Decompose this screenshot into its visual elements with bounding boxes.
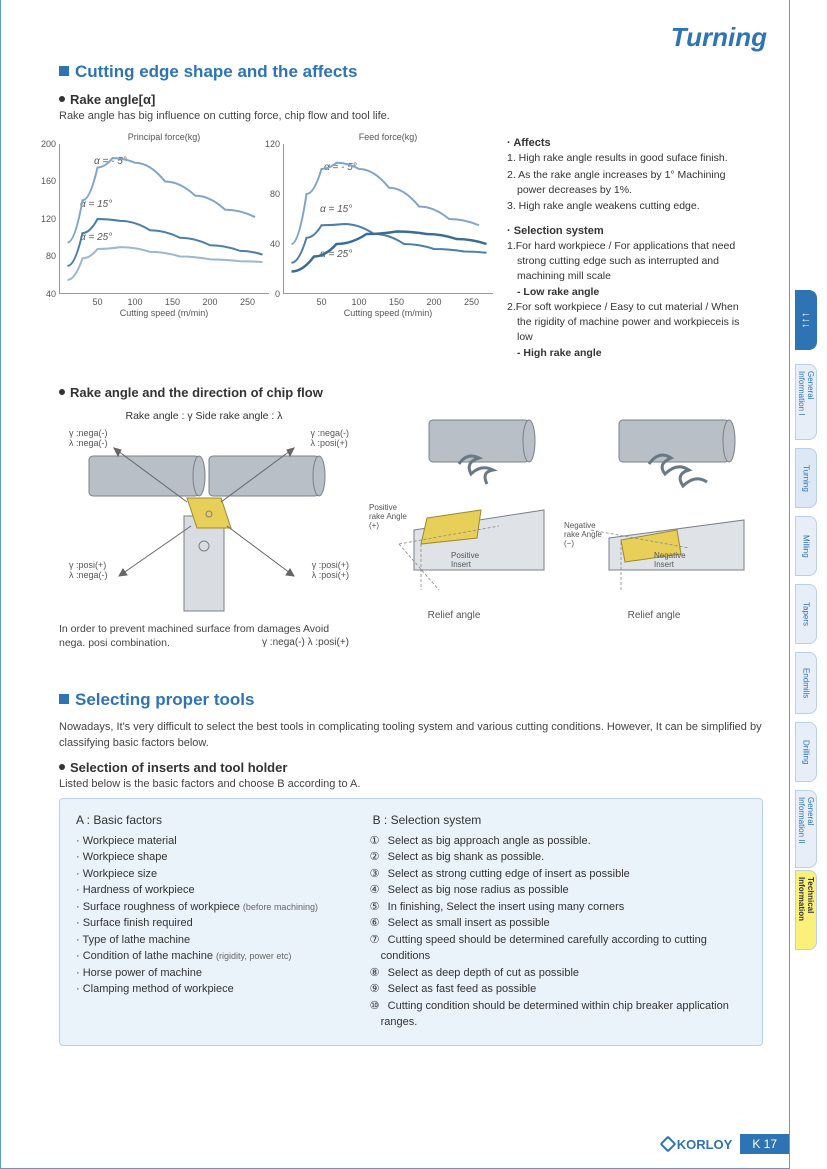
list-item: · Surface finish required xyxy=(76,915,353,932)
diagram-chip-flow: Rake angle : γ Side rake angle : λ xyxy=(59,410,349,650)
side-tab[interactable]: Tapers xyxy=(795,584,817,644)
list-item: · Surface roughness of workpiece (before… xyxy=(76,899,353,916)
list-item: · Hardness of workpiece xyxy=(76,882,353,899)
svg-text:Insert: Insert xyxy=(654,560,675,569)
page-title: Turning xyxy=(671,22,767,53)
list-item: ③ Select as strong cutting edge of inser… xyxy=(373,866,746,883)
selection-panel: A : Basic factors · Workpiece material· … xyxy=(59,798,763,1046)
section2-heading: Selecting proper tools xyxy=(59,690,763,710)
list-item: · Workpiece shape xyxy=(76,849,353,866)
side-tab[interactable]: Drilling xyxy=(795,722,817,782)
affects-panel: · Affects 1. High rake angle results in … xyxy=(507,132,755,361)
side-tab[interactable]: Turning xyxy=(795,448,817,508)
side-tab[interactable]: General Information I xyxy=(795,364,817,440)
sub2-title: Rake angle and the direction of chip flo… xyxy=(59,385,763,400)
brand-logo: KORLOY xyxy=(662,1137,733,1152)
svg-text:Negative: Negative xyxy=(654,551,686,560)
list-item: · Workpiece material xyxy=(76,833,353,850)
sub1-desc: Rake angle has big influence on cutting … xyxy=(59,109,763,124)
chart-principal-force: Principal force(kg) 40801201602005010015… xyxy=(59,132,269,361)
list-item: ⑦ Cutting speed should be determined car… xyxy=(373,932,746,965)
list-item: ⑤ In finishing, Select the insert using … xyxy=(373,899,746,916)
list-item: ① Select as big approach angle as possib… xyxy=(373,833,746,850)
chart-feed-force: Feed force(kg) 0408012050100150200250α =… xyxy=(283,132,493,361)
list-item: · Clamping method of workpiece xyxy=(76,981,353,998)
list-item: ⑧ Select as deep depth of cut as possibl… xyxy=(373,965,746,982)
page-number: K 17 xyxy=(740,1134,789,1154)
list-item: · Horse power of machine xyxy=(76,965,353,982)
side-tab[interactable]: ↓↓↓ xyxy=(795,290,817,350)
list-item: ⑩ Cutting condition should be determined… xyxy=(373,998,746,1031)
svg-text:Insert: Insert xyxy=(451,560,472,569)
svg-text:(+): (+) xyxy=(369,521,379,530)
list-item: · Workpiece size xyxy=(76,866,353,883)
svg-text:Negative: Negative xyxy=(564,521,596,530)
svg-text:Positive: Positive xyxy=(451,551,480,560)
section1-heading: Cutting edge shape and the affects xyxy=(59,62,763,82)
section2-intro: Nowadays, It's very difficult to select … xyxy=(59,720,763,752)
svg-text:Positive: Positive xyxy=(369,503,398,512)
list-item: ④ Select as big nose radius as possible xyxy=(373,882,746,899)
list-item: · Type of lathe machine xyxy=(76,932,353,949)
sub1-title: Rake angle[α] xyxy=(59,92,763,107)
list-item: ② Select as big shank as possible. xyxy=(373,849,746,866)
svg-text:rake Angle: rake Angle xyxy=(369,512,407,521)
svg-text:(−): (−) xyxy=(564,539,574,548)
side-tab[interactable]: General Information II xyxy=(795,790,817,868)
svg-text:rake Angle: rake Angle xyxy=(564,530,602,539)
list-item: ⑨ Select as fast feed as possible xyxy=(373,981,746,998)
side-tab[interactable]: Milling xyxy=(795,516,817,576)
side-tab[interactable]: Endmills xyxy=(795,652,817,714)
section2-sub-desc: Listed below is the basic factors and ch… xyxy=(59,777,763,792)
diagram-positive-insert: Positive rake Angle (+) Positive Insert … xyxy=(359,410,549,650)
section2-sub-title: Selection of inserts and tool holder xyxy=(59,760,763,775)
side-tab[interactable]: Technical Information xyxy=(795,870,817,950)
list-item: ⑥ Select as small insert as possible xyxy=(373,915,746,932)
diagram-negative-insert: Negative rake Angle (−) Negative Insert … xyxy=(559,410,749,650)
list-item: · Condition of lathe machine (rigidity, … xyxy=(76,948,353,965)
